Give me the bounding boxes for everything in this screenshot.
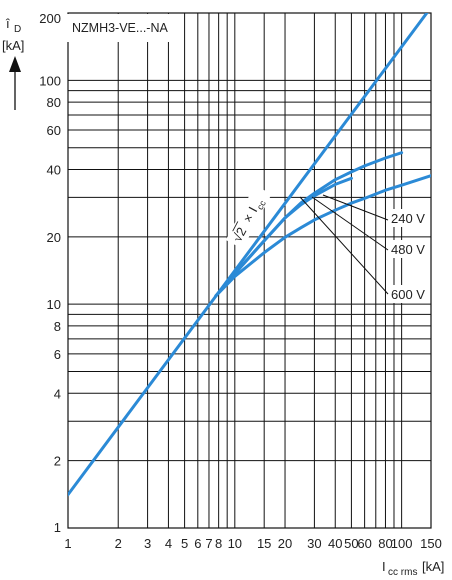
label-480-box (388, 240, 428, 258)
x-tick-label: 80 (378, 536, 392, 551)
y-axis-label-sub: D (14, 24, 21, 35)
x-axis-label-main: I (382, 559, 386, 574)
x-tick-label: 1 (64, 536, 71, 551)
y-tick-label: 1 (54, 520, 61, 535)
y-tick-label: 8 (54, 319, 61, 334)
y-tick-label: 20 (47, 230, 61, 245)
x-axis-label-sub: cc rms (388, 567, 417, 578)
x-tick-label: 3 (144, 536, 151, 551)
y-tick-label: 4 (54, 386, 61, 401)
x-tick-label: 10 (228, 536, 242, 551)
x-tick-label: 6 (194, 536, 201, 551)
y-axis-label: î D [kA] (2, 16, 24, 110)
y-axis-label-main: î (5, 16, 10, 31)
x-tick-label: 150 (420, 536, 442, 551)
x-tick-label: 15 (257, 536, 271, 551)
y-tick-labels: 1 2 4 6 8 10 20 40 60 80 100 200 (39, 11, 61, 535)
up-arrow-icon (9, 56, 21, 110)
y-tick-label: 6 (54, 347, 61, 362)
title-box (67, 14, 173, 42)
label-240-box (388, 209, 428, 227)
leader-240v (322, 194, 389, 221)
y-tick-label: 60 (47, 123, 61, 138)
y-tick-label: 80 (47, 95, 61, 110)
x-tick-label: 30 (307, 536, 321, 551)
y-tick-label: 2 (54, 454, 61, 469)
y-tick-label: 200 (39, 11, 61, 26)
y-axis-label-unit: [kA] (2, 38, 24, 53)
x-axis-label-unit: [kA] (422, 559, 444, 574)
x-tick-label: 2 (115, 536, 122, 551)
series-480-v (214, 176, 353, 298)
formula-label: √2 × I cc (225, 185, 272, 249)
x-tick-label: 20 (278, 536, 292, 551)
formula-root: √2 (229, 225, 249, 245)
label-600v: 600 V (391, 287, 425, 302)
x-tick-label: 40 (328, 536, 342, 551)
y-tick-label: 100 (39, 73, 61, 88)
x-axis-label: I cc rms [kA] (382, 559, 444, 578)
x-tick-label: 7 (205, 536, 212, 551)
leader-480v (311, 196, 389, 251)
chart-title: NZMH3-VE...-NA (72, 21, 169, 35)
leader-600v (299, 196, 389, 295)
curves (68, 13, 431, 497)
plot-frame (67, 12, 432, 529)
label-480v: 480 V (391, 242, 425, 257)
label-600-box (388, 285, 428, 303)
x-tick-label: 60 (357, 536, 371, 551)
y-tick-label: 40 (47, 162, 61, 177)
x-tick-label: 50 (344, 536, 358, 551)
series-2-i-cc (68, 13, 429, 497)
x-tick-label: 8 (215, 536, 222, 551)
x-tick-label: 100 (391, 536, 413, 551)
series-600-v (214, 174, 431, 298)
x-tick-label: 5 (181, 536, 188, 551)
grid (67, 12, 432, 529)
label-240v: 240 V (391, 211, 425, 226)
formula-main: I (245, 204, 260, 214)
x-tick-label: 4 (165, 536, 172, 551)
y-tick-label: 10 (47, 297, 61, 312)
